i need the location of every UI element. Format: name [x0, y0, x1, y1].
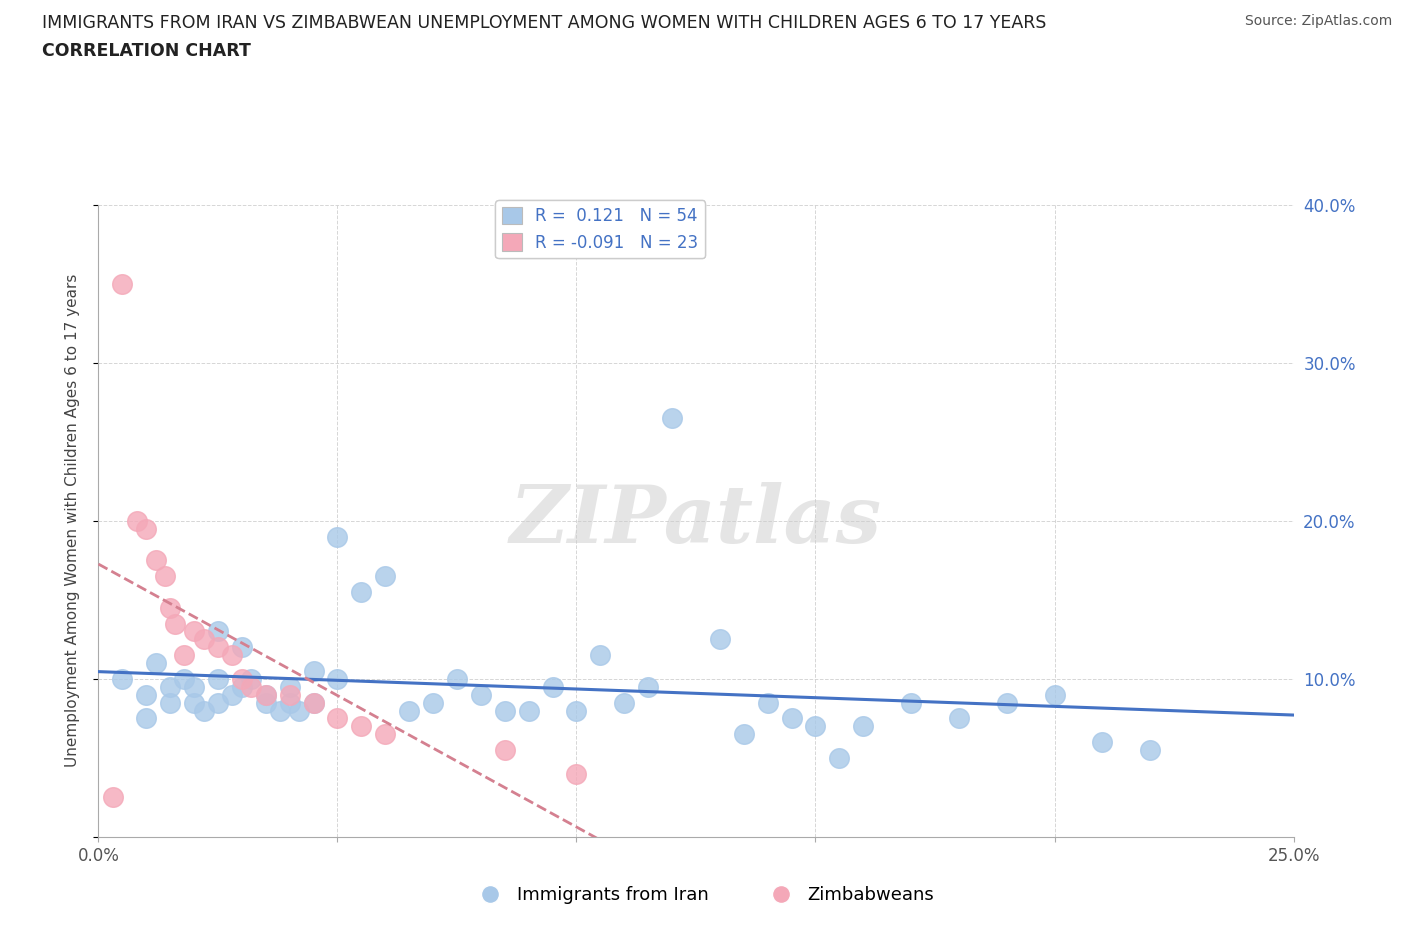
Point	[948, 711, 970, 726]
Point	[193, 703, 215, 718]
Text: ZIPatlas: ZIPatlas	[510, 482, 882, 560]
Point	[852, 719, 875, 734]
Point	[145, 656, 167, 671]
Point	[240, 679, 263, 694]
Point	[193, 632, 215, 647]
Point	[302, 696, 325, 711]
Point	[278, 687, 301, 702]
Point	[159, 696, 181, 711]
Point	[207, 640, 229, 655]
Point	[350, 585, 373, 600]
Point	[709, 632, 731, 647]
Point	[302, 664, 325, 679]
Point	[661, 411, 683, 426]
Text: Source: ZipAtlas.com: Source: ZipAtlas.com	[1244, 14, 1392, 28]
Point	[828, 751, 851, 765]
Point	[350, 719, 373, 734]
Point	[269, 703, 291, 718]
Point	[288, 703, 311, 718]
Y-axis label: Unemployment Among Women with Children Ages 6 to 17 years: Unemployment Among Women with Children A…	[65, 274, 80, 767]
Point	[221, 687, 243, 702]
Point	[231, 640, 253, 655]
Point	[374, 727, 396, 742]
Point	[207, 696, 229, 711]
Point	[565, 703, 588, 718]
Point	[135, 521, 157, 536]
Point	[254, 687, 277, 702]
Point	[326, 711, 349, 726]
Point	[589, 648, 612, 663]
Point	[173, 648, 195, 663]
Point	[470, 687, 492, 702]
Point	[183, 624, 205, 639]
Point	[125, 513, 148, 528]
Point	[541, 679, 564, 694]
Point	[1139, 742, 1161, 757]
Text: CORRELATION CHART: CORRELATION CHART	[42, 42, 252, 60]
Point	[183, 679, 205, 694]
Point	[111, 671, 134, 686]
Point	[733, 727, 755, 742]
Point	[135, 711, 157, 726]
Point	[422, 696, 444, 711]
Point	[446, 671, 468, 686]
Point	[231, 671, 253, 686]
Legend: R =  0.121   N = 54, R = -0.091   N = 23: R = 0.121 N = 54, R = -0.091 N = 23	[495, 200, 706, 259]
Point	[326, 671, 349, 686]
Point	[163, 617, 186, 631]
Point	[254, 687, 277, 702]
Point	[159, 601, 181, 616]
Point	[494, 742, 516, 757]
Point	[995, 696, 1018, 711]
Point	[613, 696, 636, 711]
Text: IMMIGRANTS FROM IRAN VS ZIMBABWEAN UNEMPLOYMENT AMONG WOMEN WITH CHILDREN AGES 6: IMMIGRANTS FROM IRAN VS ZIMBABWEAN UNEMP…	[42, 14, 1046, 32]
Point	[804, 719, 827, 734]
Point	[145, 553, 167, 568]
Point	[517, 703, 540, 718]
Point	[240, 671, 263, 686]
Point	[756, 696, 779, 711]
Point	[565, 766, 588, 781]
Point	[254, 696, 277, 711]
Point	[278, 696, 301, 711]
Point	[207, 671, 229, 686]
Point	[1043, 687, 1066, 702]
Point	[101, 790, 124, 805]
Point	[900, 696, 922, 711]
Point	[494, 703, 516, 718]
Point	[173, 671, 195, 686]
Point	[155, 569, 177, 584]
Point	[278, 679, 301, 694]
Point	[780, 711, 803, 726]
Point	[398, 703, 420, 718]
Point	[231, 679, 253, 694]
Point	[302, 696, 325, 711]
Point	[207, 624, 229, 639]
Point	[637, 679, 659, 694]
Point	[183, 696, 205, 711]
Point	[374, 569, 396, 584]
Point	[135, 687, 157, 702]
Point	[111, 276, 134, 291]
Legend: Immigrants from Iran, Zimbabweans: Immigrants from Iran, Zimbabweans	[464, 879, 942, 911]
Point	[221, 648, 243, 663]
Point	[326, 529, 349, 544]
Point	[1091, 735, 1114, 750]
Point	[159, 679, 181, 694]
